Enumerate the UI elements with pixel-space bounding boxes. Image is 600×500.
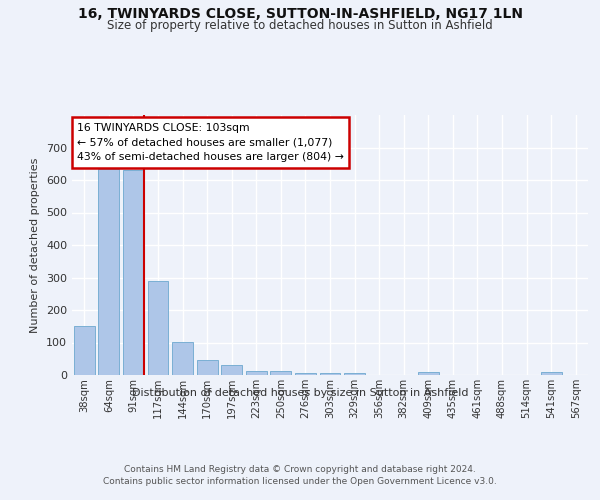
- Bar: [172, 342, 193, 375]
- Bar: [123, 170, 144, 375]
- Bar: [197, 360, 218, 375]
- Bar: [541, 372, 562, 375]
- Text: 16, TWINYARDS CLOSE, SUTTON-IN-ASHFIELD, NG17 1LN: 16, TWINYARDS CLOSE, SUTTON-IN-ASHFIELD,…: [77, 8, 523, 22]
- Text: Size of property relative to detached houses in Sutton in Ashfield: Size of property relative to detached ho…: [107, 18, 493, 32]
- Bar: [295, 373, 316, 375]
- Text: Distribution of detached houses by size in Sutton in Ashfield: Distribution of detached houses by size …: [132, 388, 468, 398]
- Text: 16 TWINYARDS CLOSE: 103sqm
← 57% of detached houses are smaller (1,077)
43% of s: 16 TWINYARDS CLOSE: 103sqm ← 57% of deta…: [77, 123, 344, 162]
- Bar: [148, 281, 169, 375]
- Bar: [344, 373, 365, 375]
- Bar: [246, 371, 267, 375]
- Text: Contains HM Land Registry data © Crown copyright and database right 2024.
Contai: Contains HM Land Registry data © Crown c…: [103, 465, 497, 486]
- Bar: [320, 374, 340, 375]
- Bar: [271, 372, 292, 375]
- Bar: [418, 372, 439, 375]
- Y-axis label: Number of detached properties: Number of detached properties: [31, 158, 40, 332]
- Bar: [221, 365, 242, 375]
- Bar: [74, 326, 95, 375]
- Bar: [98, 168, 119, 375]
